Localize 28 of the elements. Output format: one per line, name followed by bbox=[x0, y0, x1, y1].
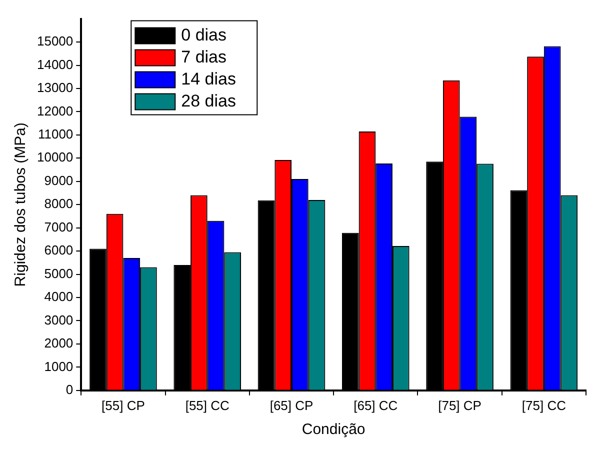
y-tick-label: 11000 bbox=[38, 126, 74, 142]
y-tick-label: 0 bbox=[66, 382, 74, 397]
y-tick-label: 2000 bbox=[44, 336, 74, 351]
y-tick-label: 5000 bbox=[44, 266, 74, 281]
y-tick-label: 6000 bbox=[44, 242, 74, 258]
x-tick-label: [55] CC bbox=[185, 398, 230, 413]
x-tick-label: [65] CC bbox=[354, 398, 398, 413]
x-tick-label: [75] CC bbox=[522, 398, 566, 413]
x-tick-label: [55] CP bbox=[102, 398, 145, 413]
y-tick-label: 4000 bbox=[44, 289, 74, 304]
x-axis-title: Condição bbox=[302, 421, 366, 438]
x-tick-label: [75] CP bbox=[438, 398, 482, 413]
y-tick-label: 12000 bbox=[36, 103, 74, 118]
y-tick-label: 9000 bbox=[44, 172, 74, 188]
legend-label: 14 dias bbox=[181, 69, 236, 88]
legend-label: 7 dias bbox=[181, 47, 227, 66]
x-tick-label: [65] CP bbox=[270, 398, 314, 413]
y-tick-label: 3000 bbox=[44, 312, 74, 328]
y-axis-title: Rigidez dos tubos (MPa) bbox=[12, 122, 30, 287]
y-tick-label: 15000 bbox=[36, 34, 74, 49]
legend-label: 28 dias bbox=[181, 91, 236, 110]
y-tick-label: 10000 bbox=[36, 150, 74, 165]
y-tick-label: 14000 bbox=[36, 56, 74, 72]
y-tick-label: 7000 bbox=[44, 219, 74, 234]
y-tick-label: 1000 bbox=[44, 358, 74, 374]
y-tick-label: 8000 bbox=[44, 196, 74, 212]
legend-label: 0 dias bbox=[181, 25, 227, 44]
y-tick-label: 13000 bbox=[36, 80, 74, 96]
